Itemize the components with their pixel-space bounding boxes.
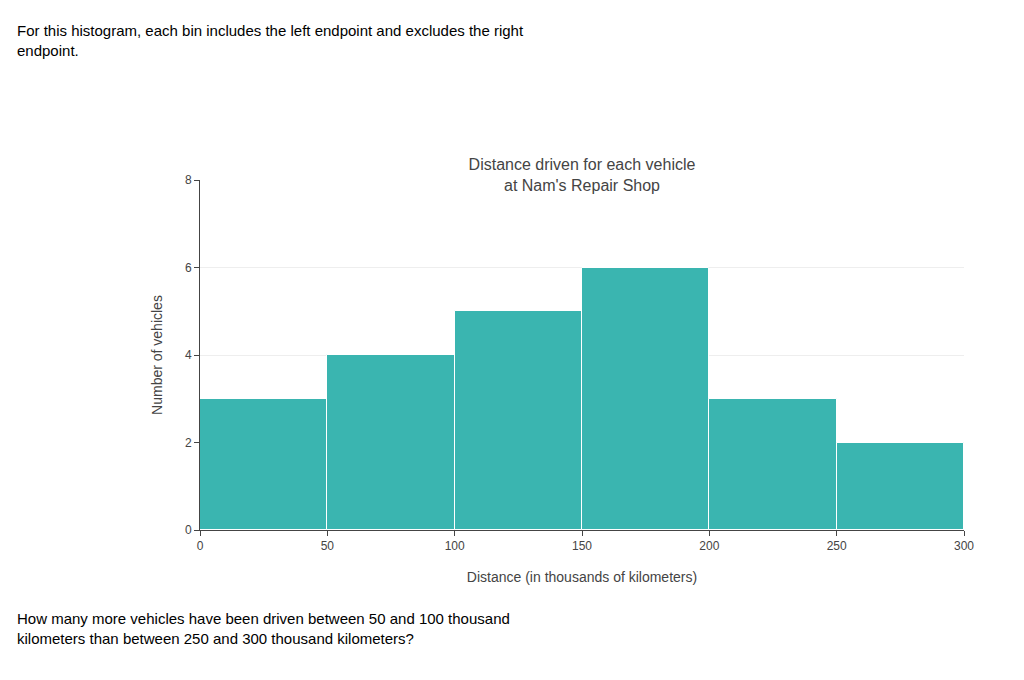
svg-text:200: 200	[699, 539, 719, 553]
svg-text:100: 100	[445, 539, 465, 553]
svg-text:0: 0	[185, 523, 192, 537]
svg-text:6: 6	[185, 261, 192, 275]
svg-text:300: 300	[954, 539, 974, 553]
svg-text:250: 250	[827, 539, 847, 553]
svg-text:Number of vehicles: Number of vehicles	[149, 295, 165, 415]
svg-text:50: 50	[321, 539, 335, 553]
svg-text:For this histogram, each bin i: For this histogram, each bin includes th…	[17, 22, 524, 59]
svg-text:Distance (in thousands of kilo: Distance (in thousands of kilometers)	[467, 569, 697, 585]
svg-text:Distance driven for each vehic: Distance driven for each vehicleat Nam's…	[469, 156, 696, 194]
svg-text:0: 0	[197, 539, 204, 553]
svg-text:150: 150	[572, 539, 592, 553]
svg-text:2: 2	[185, 436, 192, 450]
svg-text:4: 4	[185, 348, 192, 362]
svg-text:How many more vehicles have be: How many more vehicles have been driven …	[17, 610, 510, 647]
svg-text:8: 8	[185, 173, 192, 187]
